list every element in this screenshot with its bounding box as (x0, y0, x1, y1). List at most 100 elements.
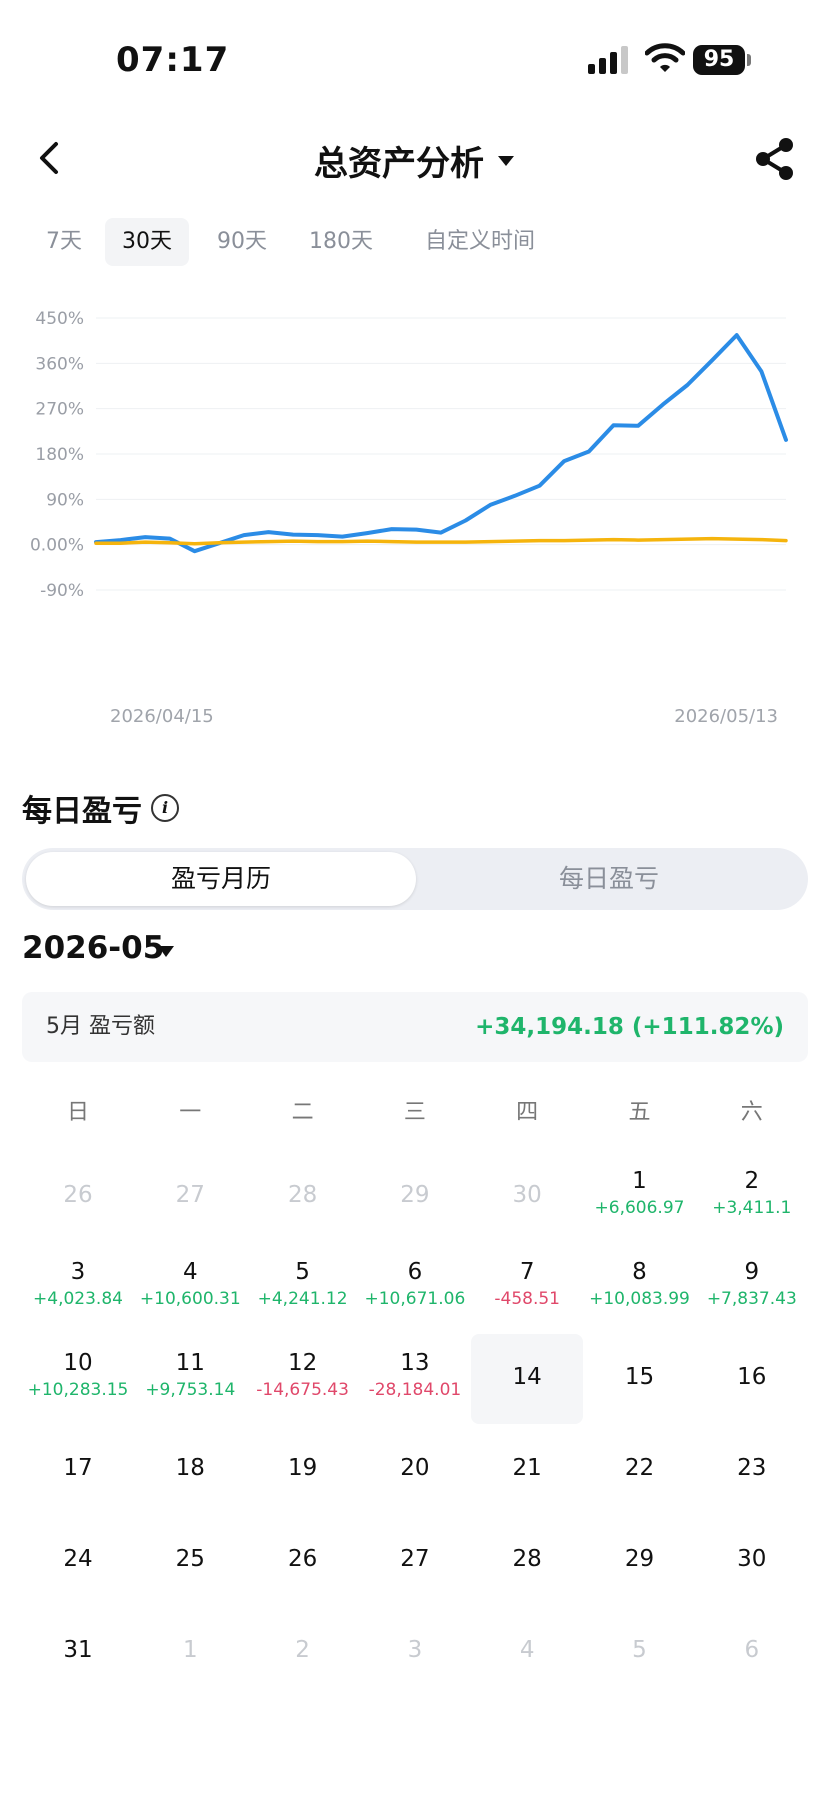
series-line-1 (94, 333, 788, 554)
day-number: 26 (63, 1182, 93, 1208)
tab-180d[interactable]: 180天 (309, 229, 373, 254)
day-number: 27 (400, 1546, 430, 1572)
day-number: 6 (407, 1259, 423, 1285)
calendar-day[interactable]: 30 (696, 1516, 808, 1606)
y-tick-label: 90% (46, 490, 84, 510)
calendar-day[interactable]: 29 (584, 1516, 696, 1606)
back-arrow-icon[interactable] (30, 138, 70, 178)
tab-90d[interactable]: 90天 (217, 229, 267, 254)
calendar-day[interactable]: 20 (359, 1425, 471, 1515)
calendar-day[interactable]: 6 +10,671.06 (359, 1243, 471, 1333)
y-tick-label: 180% (35, 445, 84, 465)
pnl-view-toggle: 盈亏月历 每日盈亏 (22, 848, 808, 910)
calendar-day[interactable]: 8 +10,083.99 (584, 1243, 696, 1333)
battery-cap (747, 54, 751, 66)
day-pnl: -28,184.01 (368, 1380, 462, 1400)
calendar-day[interactable]: 22 (584, 1425, 696, 1515)
day-pnl: -458.51 (494, 1289, 560, 1309)
day-number: 23 (737, 1455, 767, 1481)
calendar-day[interactable]: 24 (22, 1516, 134, 1606)
day-pnl: +9,753.14 (145, 1380, 236, 1400)
tab-7d[interactable]: 7天 (46, 229, 82, 254)
summary-value: +34,194.18 (+111.82%) (475, 1014, 784, 1040)
calendar-day[interactable]: 9 +7,837.43 (696, 1243, 808, 1333)
day-pnl: +4,241.12 (257, 1289, 348, 1309)
day-number: 27 (175, 1182, 205, 1208)
calendar-day[interactable]: 28 (471, 1516, 583, 1606)
share-icon[interactable] (752, 136, 798, 182)
y-tick-label: 360% (35, 354, 84, 374)
calendar-day[interactable]: 16 (696, 1334, 808, 1424)
weekday-label: 日 (66, 1100, 89, 1125)
day-number: 28 (287, 1182, 318, 1208)
calendar-day[interactable]: 21 (471, 1425, 583, 1515)
calendar-day: 27 (134, 1152, 246, 1242)
calendar-day[interactable]: 31 (22, 1607, 134, 1697)
day-number: 14 (512, 1364, 542, 1390)
day-pnl: +6,606.97 (594, 1198, 685, 1218)
chart-series (94, 333, 788, 554)
day-number: 6 (744, 1637, 760, 1663)
calendar-day: 29 (359, 1152, 471, 1242)
signal-icon (588, 46, 628, 74)
calendar-day[interactable]: 19 (247, 1425, 359, 1515)
calendar-day[interactable]: 12 -14,675.43 (247, 1334, 359, 1424)
calendar-day[interactable]: 26 (247, 1516, 359, 1606)
weekday-label: 五 (628, 1100, 651, 1125)
calendar-day[interactable]: 13 -28,184.01 (359, 1334, 471, 1424)
day-number: 30 (737, 1546, 767, 1572)
day-number: 20 (400, 1455, 430, 1481)
calendar-day-today[interactable]: 14 (471, 1334, 584, 1424)
y-tick-label: 270% (35, 400, 84, 420)
month-selector[interactable]: 2026-05 (22, 930, 165, 966)
weekday-header: 日一二三四五六 (22, 1094, 808, 1134)
y-axis-labels: 450% 360% 270% 180% 90% 0.00% -90% (30, 309, 84, 601)
calendar-day[interactable]: 4 +10,600.31 (134, 1243, 246, 1333)
page-title: 总资产分析 (314, 144, 484, 184)
title-dropdown[interactable]: 总资产分析 (0, 136, 828, 185)
day-pnl: +7,837.43 (706, 1289, 797, 1309)
day-pnl: +3,411.1 (712, 1198, 792, 1218)
calendar-day: 1 (134, 1607, 246, 1697)
day-number: 10 (63, 1350, 93, 1376)
calendar-day[interactable]: 17 (22, 1425, 134, 1515)
calendar-day[interactable]: 2 +3,411.1 (696, 1152, 808, 1242)
day-number: 29 (400, 1182, 430, 1208)
tab-30d[interactable]: 30天 (105, 218, 189, 266)
calendar-day[interactable]: 7 -458.51 (471, 1243, 583, 1333)
weekday-label: 三 (403, 1100, 426, 1125)
x-end-label: 2026/05/13 (674, 706, 778, 727)
series-line-2 (94, 536, 788, 546)
caret-down-icon[interactable] (158, 946, 174, 957)
calendar-day[interactable]: 18 (134, 1425, 246, 1515)
info-icon[interactable]: i (151, 794, 179, 822)
nav-header: 总资产分析 (0, 120, 828, 200)
day-number: 17 (63, 1455, 93, 1481)
calendar-day[interactable]: 23 (696, 1425, 808, 1515)
y-tick-label: 450% (35, 309, 84, 329)
calendar-day[interactable]: 11 +9,753.14 (134, 1334, 246, 1424)
weekday-label: 四 (516, 1100, 539, 1125)
tab-custom[interactable]: 自定义时间 (424, 229, 535, 254)
day-number: 3 (70, 1259, 86, 1285)
day-number: 2 (295, 1637, 310, 1663)
calendar-day[interactable]: 25 (134, 1516, 246, 1606)
day-number: 12 (287, 1350, 318, 1376)
calendar-day[interactable]: 3 +4,023.84 (22, 1243, 134, 1333)
calendar-day[interactable]: 1 +6,606.97 (584, 1152, 696, 1242)
tab-pnl-calendar[interactable]: 盈亏月历 (26, 852, 416, 906)
day-number: 5 (295, 1259, 310, 1285)
day-number: 30 (512, 1182, 542, 1208)
y-tick-label: 0.00% (30, 536, 84, 556)
weekday-label: 六 (740, 1100, 763, 1125)
calendar-day[interactable]: 15 (584, 1334, 696, 1424)
calendar-day[interactable]: 10 +10,283.15 (22, 1334, 134, 1424)
asset-line-chart[interactable]: 450%360%270%180%90%0.00%-90% 2026/04/15 … (0, 290, 828, 730)
day-number: 7 (519, 1259, 535, 1285)
day-number: 24 (63, 1546, 93, 1572)
day-number: 4 (519, 1637, 535, 1663)
calendar-day[interactable]: 5 +4,241.12 (247, 1243, 359, 1333)
tab-daily-pnl[interactable]: 每日盈亏 (558, 864, 659, 893)
day-number: 8 (632, 1259, 647, 1285)
calendar-day[interactable]: 27 (359, 1516, 471, 1606)
